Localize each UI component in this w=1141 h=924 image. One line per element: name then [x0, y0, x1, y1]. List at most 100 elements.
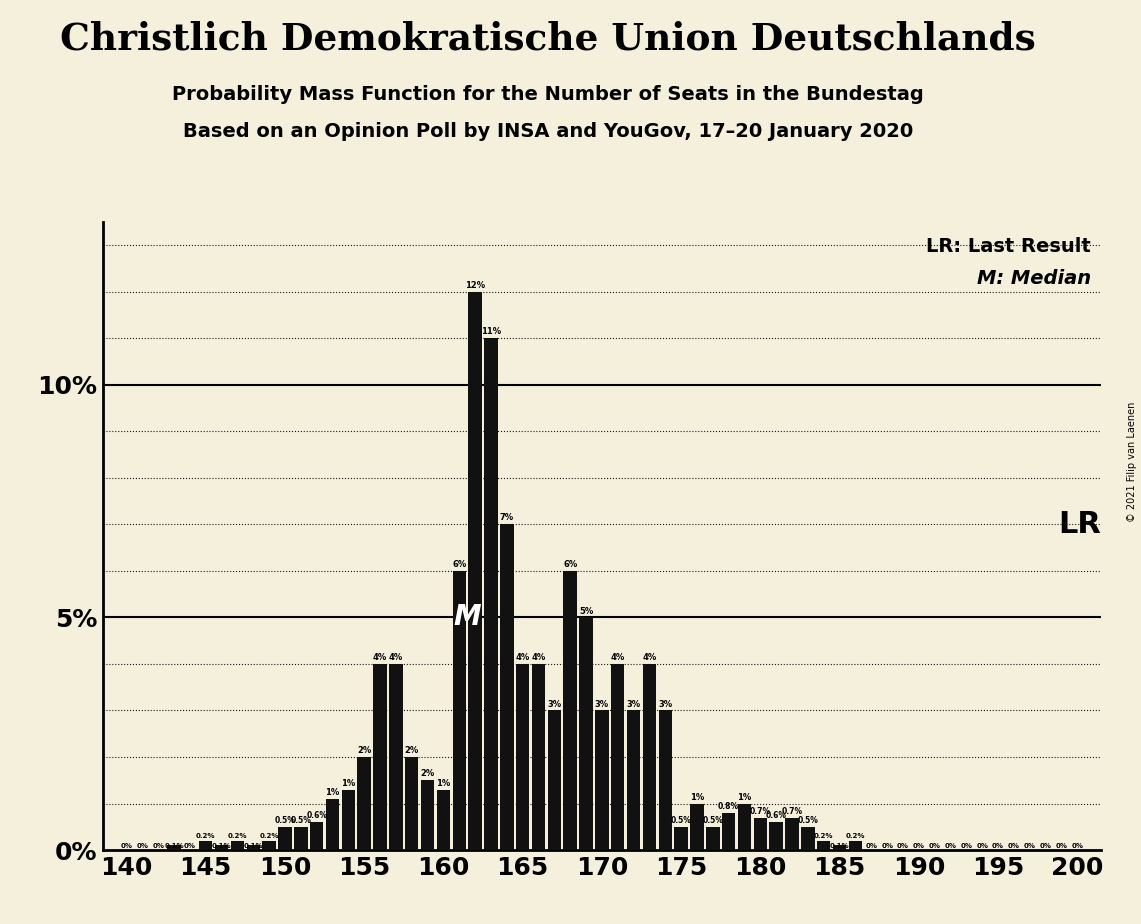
Text: 3%: 3%	[548, 699, 561, 709]
Text: 0.1%: 0.1%	[830, 843, 849, 849]
Bar	[658, 711, 672, 850]
Text: 1%: 1%	[737, 793, 752, 802]
Bar	[230, 841, 244, 850]
Text: 2%: 2%	[405, 747, 419, 755]
Bar	[610, 664, 624, 850]
Bar	[580, 617, 593, 850]
Text: 11%: 11%	[480, 327, 501, 336]
Text: 0%: 0%	[1039, 843, 1052, 849]
Text: 0.1%: 0.1%	[212, 843, 232, 849]
Text: 2%: 2%	[357, 747, 371, 755]
Text: 0%: 0%	[1055, 843, 1068, 849]
Text: 0%: 0%	[865, 843, 877, 849]
Text: Probability Mass Function for the Number of Seats in the Bundestag: Probability Mass Function for the Number…	[172, 85, 923, 104]
Text: 0.1%: 0.1%	[243, 843, 264, 849]
Text: 0.1%: 0.1%	[164, 843, 184, 849]
Bar	[262, 841, 276, 850]
Text: 0.2%: 0.2%	[814, 833, 833, 839]
Text: 3%: 3%	[658, 699, 672, 709]
Text: Christlich Demokratische Union Deutschlands: Christlich Demokratische Union Deutschla…	[59, 20, 1036, 57]
Text: 1%: 1%	[341, 779, 356, 788]
Text: 0.7%: 0.7%	[782, 807, 802, 816]
Text: 0%: 0%	[121, 843, 132, 849]
Text: 0.8%: 0.8%	[718, 802, 739, 811]
Bar	[341, 790, 355, 850]
Text: 0.7%: 0.7%	[750, 807, 771, 816]
Text: 0.6%: 0.6%	[306, 811, 327, 821]
Text: 7%: 7%	[500, 514, 513, 522]
Text: 4%: 4%	[516, 653, 529, 663]
Text: 0.5%: 0.5%	[290, 816, 311, 825]
Bar	[849, 841, 863, 850]
Bar	[596, 711, 608, 850]
Bar	[215, 845, 228, 850]
Text: Based on an Opinion Poll by INSA and YouGov, 17–20 January 2020: Based on an Opinion Poll by INSA and You…	[183, 122, 913, 141]
Text: 0%: 0%	[961, 843, 972, 849]
Text: 4%: 4%	[373, 653, 387, 663]
Text: 0.2%: 0.2%	[259, 833, 278, 839]
Text: 0%: 0%	[897, 843, 909, 849]
Text: 4%: 4%	[642, 653, 656, 663]
Bar	[168, 845, 180, 850]
Bar	[532, 664, 545, 850]
Bar	[642, 664, 656, 850]
Text: 0%: 0%	[1008, 843, 1020, 849]
Text: 0%: 0%	[184, 843, 196, 849]
Text: 1%: 1%	[690, 793, 704, 802]
Text: 12%: 12%	[466, 281, 485, 290]
Text: 6%: 6%	[452, 560, 467, 569]
Bar	[373, 664, 387, 850]
Text: 1%: 1%	[325, 788, 340, 797]
Bar	[468, 292, 482, 850]
Text: 0%: 0%	[977, 843, 988, 849]
Text: 3%: 3%	[594, 699, 609, 709]
Text: 0.5%: 0.5%	[703, 816, 723, 825]
Bar	[405, 757, 419, 850]
Bar	[325, 799, 339, 850]
Text: 0%: 0%	[945, 843, 956, 849]
Text: 0.2%: 0.2%	[196, 833, 216, 839]
Text: 4%: 4%	[532, 653, 545, 663]
Bar	[357, 757, 371, 850]
Bar	[246, 845, 260, 850]
Text: 2%: 2%	[420, 770, 435, 778]
Text: 0%: 0%	[1023, 843, 1036, 849]
Bar	[626, 711, 640, 850]
Bar	[500, 524, 513, 850]
Text: 6%: 6%	[563, 560, 577, 569]
Text: 0.5%: 0.5%	[798, 816, 818, 825]
Text: LR: Last Result: LR: Last Result	[926, 237, 1091, 257]
Bar	[785, 818, 799, 850]
Bar	[769, 822, 783, 850]
Bar	[548, 711, 561, 850]
Text: LR: LR	[1058, 510, 1101, 539]
Bar	[738, 804, 751, 850]
Bar	[817, 841, 831, 850]
Bar	[199, 841, 212, 850]
Text: 3%: 3%	[626, 699, 640, 709]
Bar	[801, 827, 815, 850]
Bar	[484, 338, 497, 850]
Text: 1%: 1%	[436, 779, 451, 788]
Text: 0%: 0%	[929, 843, 940, 849]
Bar	[437, 790, 451, 850]
Bar	[294, 827, 308, 850]
Text: 0.5%: 0.5%	[275, 816, 296, 825]
Bar	[674, 827, 688, 850]
Text: 0%: 0%	[1071, 843, 1083, 849]
Text: 0.5%: 0.5%	[671, 816, 691, 825]
Text: M: M	[453, 603, 482, 631]
Bar	[706, 827, 720, 850]
Bar	[421, 780, 435, 850]
Text: 0%: 0%	[152, 843, 164, 849]
Text: 5%: 5%	[578, 606, 593, 615]
Text: © 2021 Filip van Laenen: © 2021 Filip van Laenen	[1127, 402, 1136, 522]
Bar	[722, 813, 736, 850]
Bar	[516, 664, 529, 850]
Bar	[310, 822, 323, 850]
Bar	[833, 845, 847, 850]
Text: 0%: 0%	[881, 843, 893, 849]
Text: 4%: 4%	[610, 653, 625, 663]
Text: 0.2%: 0.2%	[228, 833, 248, 839]
Bar	[690, 804, 704, 850]
